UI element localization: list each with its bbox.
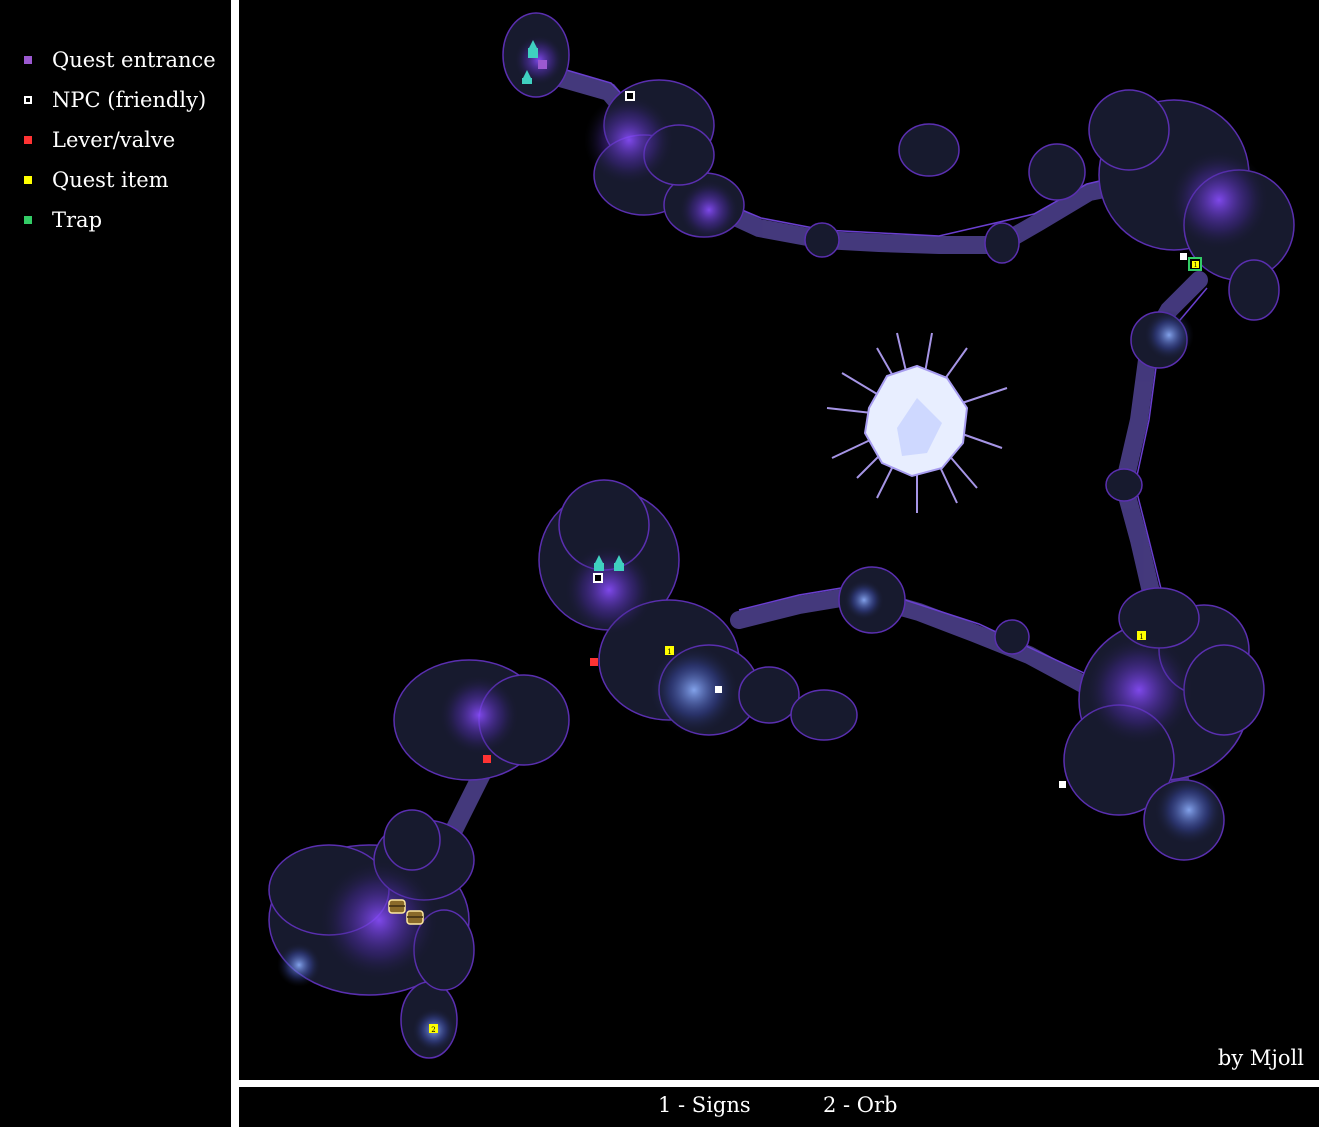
npc-marker <box>1059 781 1066 788</box>
lever-marker <box>483 755 491 763</box>
legend-label: Lever/valve <box>52 128 176 152</box>
quest-item-marker: 2 <box>429 1024 438 1034</box>
map-canvas: 1 1 1 2 <box>268 12 1295 1059</box>
quest-item-number: 1 <box>1194 262 1198 269</box>
quest-item-number: 2 <box>431 1026 435 1034</box>
legend-item-npc: NPC (friendly) <box>24 88 206 112</box>
npc-marker <box>1180 253 1187 260</box>
vertical-divider <box>231 0 239 1127</box>
legend-item-trap: Trap <box>24 208 102 232</box>
npc-marker <box>625 91 635 101</box>
quest-item-icon <box>24 176 32 184</box>
statue-icon <box>594 555 604 571</box>
footer-note-orb: 2 - Orb <box>823 1093 898 1117</box>
quest-item-marker: 1 <box>1137 631 1146 641</box>
legend-item-lever: Lever/valve <box>24 128 175 152</box>
map-markers: 1 1 1 2 <box>388 40 1202 1034</box>
npc-icon <box>24 96 32 104</box>
crystal-icon <box>826 332 1008 513</box>
map-credit: by Mjoll <box>1217 1046 1304 1070</box>
chest-icon <box>406 910 424 925</box>
npc-marker <box>715 686 722 693</box>
legend-item-quest-item: Quest item <box>24 168 169 192</box>
horizontal-divider <box>239 1080 1319 1087</box>
legend-label: Quest item <box>52 168 169 192</box>
dungeon-map: 1 1 1 2 by Mjoll <box>239 0 1319 1080</box>
lever-marker <box>590 658 598 666</box>
npc-marker <box>593 573 603 583</box>
quest-item-number: 1 <box>667 648 671 656</box>
legend-label: Quest entrance <box>52 48 216 72</box>
footer-notes: 1 - Signs 2 - Orb <box>239 1087 1319 1127</box>
trap-icon <box>24 216 32 224</box>
quest-item-marker: 1 <box>1192 261 1199 269</box>
quest-item-number: 1 <box>1139 633 1143 641</box>
footer-note-signs: 1 - Signs <box>658 1093 751 1117</box>
quest-entrance-icon <box>24 56 32 64</box>
statue-icon <box>522 70 532 84</box>
statue-icon <box>528 40 538 58</box>
quest-item-marker: 1 <box>665 646 674 656</box>
legend-item-quest-entrance: Quest entrance <box>24 48 216 72</box>
statue-icon <box>614 555 624 571</box>
legend-label: Trap <box>52 208 103 232</box>
lever-icon <box>24 136 32 144</box>
quest-entrance-marker <box>538 60 547 69</box>
legend-label: NPC (friendly) <box>52 88 207 112</box>
legend-panel: Quest entrance NPC (friendly) Lever/valv… <box>0 0 231 1127</box>
light-glows <box>277 35 1269 1052</box>
chest-icon <box>388 899 406 914</box>
